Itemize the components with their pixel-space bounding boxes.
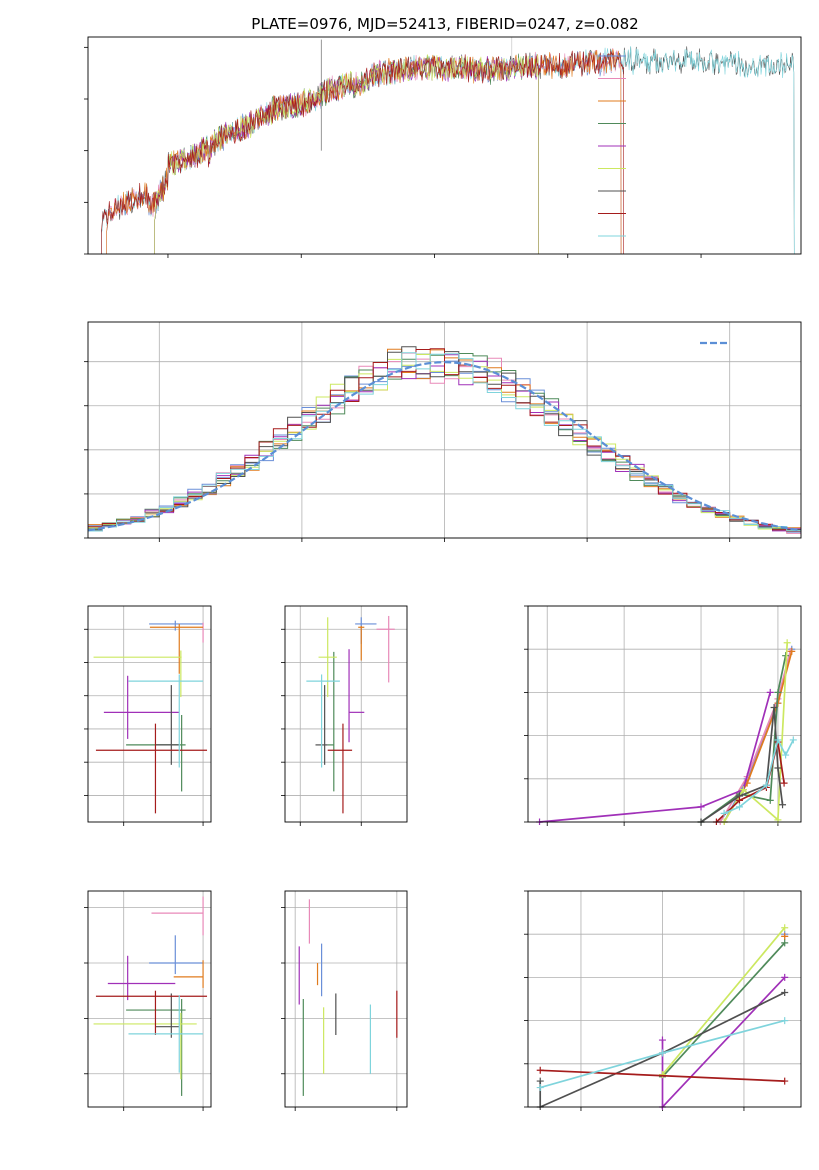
series-marker-salpeter-stelib: [735, 796, 743, 804]
axes-frame: [527, 605, 802, 823]
series-marker-chabrier-elodie: [774, 688, 782, 696]
series-marker-chabrier-elodie: [766, 796, 774, 804]
spectrum-panel: [84, 36, 802, 258]
axes-frame: [87, 890, 212, 1108]
age-vs-mass-panel: [281, 605, 408, 826]
series-line-salpeter-elodie: [539, 692, 772, 823]
mass-weight-vs-metallicity-panel: [524, 890, 802, 1111]
mass-weight-vs-age-panel: [524, 605, 802, 826]
series-marker-kroupa-elodie: [739, 786, 747, 794]
series-salpeter-elodie: [536, 688, 774, 825]
errorbar-kroupa-stelib: [128, 995, 204, 1073]
errorbar-chabrier-stelib: [155, 685, 180, 765]
errorbar-kroupa-miles: [358, 625, 365, 661]
errorbar-salpeter-elodie: [103, 675, 180, 739]
series-marker-kroupa-stelib: [789, 736, 797, 744]
series-marker-salpeter-stelib: [781, 1077, 789, 1085]
errorbar-kroupa-stelib: [128, 674, 204, 768]
series-marker-chabrier-stelib: [779, 801, 787, 809]
series-marker-kroupa-stelib: [658, 1049, 666, 1057]
series-marker-salpeter-elodie: [766, 688, 774, 696]
series-marker-chabrier-stelib: [781, 989, 789, 997]
errorbar-kroupa-stelib: [306, 674, 340, 768]
series-line-kroupa-elodie: [661, 927, 786, 1076]
axes-frame: [87, 605, 212, 823]
series-line-salpeter-elodie: [661, 976, 786, 1110]
series-marker-kroupa-elodie: [658, 1071, 666, 1079]
histogram-chabrier-stelib: [88, 346, 801, 535]
axes-frame: [87, 321, 802, 539]
spectrum-line-kroupa-elodie: [154, 54, 539, 254]
series-line-chabrier-stelib: [539, 991, 786, 1109]
series-marker-chabrier-stelib: [770, 704, 778, 712]
series-marker-salpeter-elodie: [697, 803, 705, 811]
axes-frame: [527, 890, 802, 1108]
series-marker-kroupa-stelib: [781, 1017, 789, 1025]
normal-curve: [87, 360, 802, 532]
errorbar-chabrier-elodie: [327, 651, 335, 792]
spectrum-title: PLATE=0976, MJD=52413, FIBERID=0247, z=0…: [251, 15, 638, 33]
errorbar-salpeter-stelib: [95, 723, 208, 814]
series-marker-kroupa-elodie: [781, 924, 789, 932]
series-marker-salpeter-elodie: [658, 1036, 666, 1044]
series-marker-kroupa-stelib: [782, 751, 790, 759]
series-line-chabrier-elodie: [661, 942, 786, 1078]
series-salpeter-elodie: [658, 973, 789, 1110]
axes-frame: [284, 605, 408, 823]
errorbar-kroupa-miles: [173, 960, 204, 988]
series-line-salpeter-stelib: [540, 1069, 785, 1082]
errorbar-salpeter-stelib: [327, 723, 353, 814]
series-line-chabrier-stelib: [700, 707, 784, 823]
series-salpeter-stelib: [536, 1066, 789, 1085]
series-kroupa-stelib: [536, 1017, 789, 1092]
errorbar-kroupa-elodie: [93, 1012, 197, 1080]
series-marker-kroupa-stelib: [774, 736, 782, 744]
axes-frame: [284, 890, 408, 1108]
errorbar-salpeter-stelib: [95, 990, 208, 1035]
errorbar-chabrier-stelib: [155, 993, 180, 1038]
series-marker-kroupa-stelib: [536, 1084, 544, 1092]
series-marker-kroupa-miles: [781, 932, 789, 940]
series-marker-kroupa-stelib: [735, 803, 743, 811]
errorbar-chabrier-miles: [355, 617, 377, 644]
series-marker-chabrier-stelib: [774, 764, 782, 772]
series-marker-kroupa-stelib: [762, 781, 770, 789]
series-kroupa-stelib: [720, 736, 797, 817]
series-marker-chabrier-elodie: [781, 939, 789, 947]
age-vs-metallicity-panel: [84, 605, 212, 826]
errorbar-salpeter-elodie: [107, 955, 176, 1001]
mass-vs-extinction-panel: [281, 890, 408, 1111]
errorbar-chabrier-miles: [149, 620, 204, 631]
axes-frame: [87, 36, 802, 255]
series-marker-salpeter-stelib: [536, 1066, 544, 1074]
errorbar-salpeter-miles: [151, 896, 204, 936]
series-marker-kroupa-elodie: [783, 639, 791, 647]
series-marker-kroupa-stelib: [720, 809, 728, 817]
series-chabrier-elodie: [658, 939, 789, 1081]
series-marker-salpeter-elodie: [781, 973, 789, 981]
errorbar-kroupa-miles: [149, 623, 204, 674]
series-kroupa-miles: [781, 932, 789, 940]
errorbar-chabrier-miles: [149, 935, 204, 975]
series-chabrier-elodie: [697, 652, 790, 825]
mass-vs-metallicity-panel: [84, 890, 212, 1111]
residual-histogram-panel: [84, 321, 802, 542]
errorbar-kroupa-elodie: [93, 650, 182, 698]
series-marker-kroupa-miles: [788, 647, 796, 655]
errorbar-kroupa-elodie: [318, 617, 337, 698]
errorbar-salpeter-elodie: [348, 649, 365, 743]
series-marker-salpeter-stelib: [780, 779, 788, 787]
histogram-kroupa-stelib: [88, 352, 801, 532]
series-line-kroupa-stelib: [723, 737, 795, 815]
errorbar-salpeter-miles: [376, 615, 395, 683]
series-line-chabrier-elodie: [700, 655, 787, 823]
series-marker-chabrier-stelib: [536, 1077, 544, 1085]
spectrum-line-salpeter-stelib: [101, 50, 624, 254]
series-kroupa-elodie: [658, 924, 789, 1079]
